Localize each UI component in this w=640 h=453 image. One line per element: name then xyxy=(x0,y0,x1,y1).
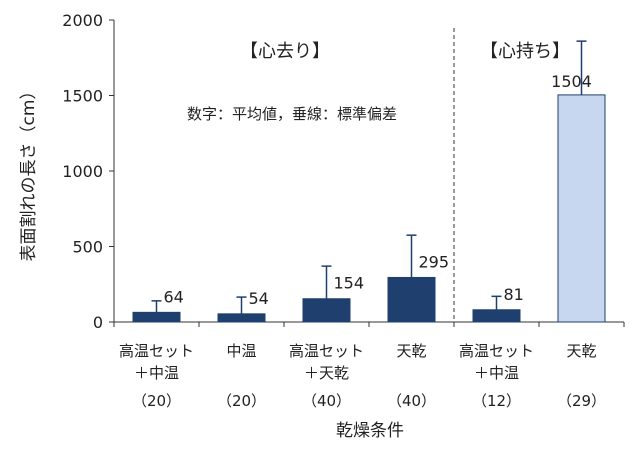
data-label: 1504 xyxy=(551,72,592,91)
data-label: 81 xyxy=(504,285,524,304)
x-category-label-line2: ＋中温 xyxy=(474,364,519,382)
bar xyxy=(132,311,181,323)
bar xyxy=(302,298,351,323)
x-category-label-line2: ＋中温 xyxy=(134,364,179,382)
x-category-label: 中温 xyxy=(226,342,256,360)
bar xyxy=(472,309,521,323)
data-label: 54 xyxy=(249,289,269,308)
x-category-label: 高温セット xyxy=(289,342,364,360)
y-tick-label: 500 xyxy=(72,238,103,257)
sample-size-label: （20） xyxy=(132,392,181,410)
x-category-label: 高温セット xyxy=(459,342,534,360)
legend-note: 数字：平均値，垂線：標準偏差 xyxy=(187,105,397,123)
x-category-label: 天乾 xyxy=(396,342,426,360)
x-category-label: 天乾 xyxy=(566,342,596,360)
group-label-kokoromochi: 【心持ち】 xyxy=(480,41,570,62)
y-tick-label: 1500 xyxy=(62,87,103,106)
y-axis-label: 表面割れの長さ（cm） xyxy=(19,83,39,262)
sample-size-label: （29） xyxy=(557,392,606,410)
x-category-label: 高温セット xyxy=(119,342,194,360)
sample-size-label: （40） xyxy=(302,392,351,410)
x-category-label-line2: ＋天乾 xyxy=(304,364,349,382)
sample-size-label: （40） xyxy=(387,392,436,410)
y-tick-label: 1000 xyxy=(62,162,103,181)
bar xyxy=(557,94,606,323)
x-axis-label: 乾燥条件 xyxy=(336,421,404,441)
y-tick-label: 2000 xyxy=(62,11,103,30)
sample-size-label: （20） xyxy=(217,392,266,410)
bar xyxy=(387,276,436,323)
data-label: 154 xyxy=(334,274,365,293)
data-label: 295 xyxy=(419,252,450,271)
group-label-kokorosari: 【心去り】 xyxy=(240,41,330,62)
plot-area: 0 500 1000 1500 2000 64 高温セット ＋中温 （20） 54 中温 （20） 15… xyxy=(62,11,625,410)
sample-size-label: （12） xyxy=(472,392,521,410)
bar xyxy=(217,313,266,323)
data-label: 64 xyxy=(164,287,184,306)
y-tick-label: 0 xyxy=(93,313,103,332)
